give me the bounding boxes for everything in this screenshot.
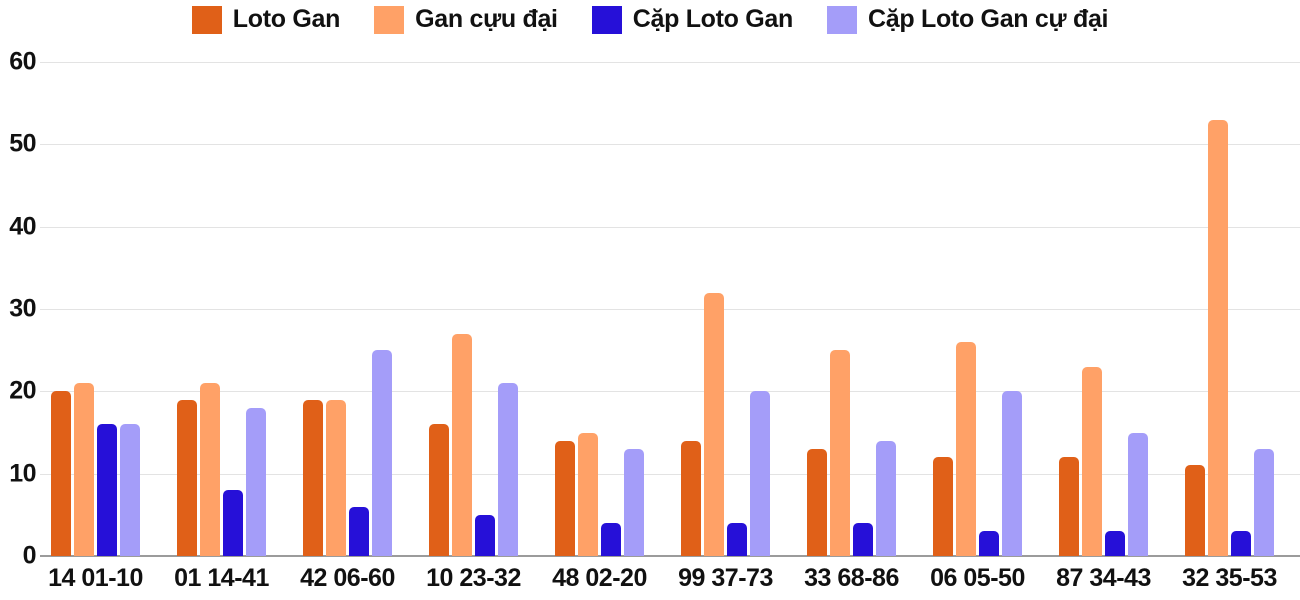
bar-loto-gan	[303, 399, 323, 556]
bar-loto-gan	[555, 440, 575, 556]
bar-cặp-loto-gan	[979, 531, 999, 556]
bar-cặp-loto-gan	[1231, 531, 1251, 556]
legend-item-2[interactable]: Gan cựu đại	[374, 5, 558, 34]
bar-cặp-loto-gan-cự-đại	[372, 350, 392, 556]
legend-item-1[interactable]: Loto Gan	[191, 5, 341, 34]
x-axis-category-label: 32 35-53	[1182, 564, 1277, 592]
gridline-60	[40, 62, 1300, 63]
y-axis-tick-label: 0	[22, 541, 37, 570]
legend-label: Cặp Loto Gan cự đại	[868, 5, 1109, 33]
bar-cặp-loto-gan-cự-đại	[246, 407, 266, 556]
bar-cặp-loto-gan	[349, 506, 369, 556]
bar-loto-gan	[1185, 465, 1205, 556]
legend-item-4[interactable]: Cặp Loto Gan cự đại	[827, 5, 1109, 34]
bar-cặp-loto-gan-cự-đại	[1002, 391, 1022, 556]
legend-label: Cặp Loto Gan	[632, 5, 794, 33]
bar-cặp-loto-gan-cự-đại	[1128, 432, 1148, 556]
bar-loto-gan	[177, 399, 197, 556]
y-axis-tick-label: 60	[9, 47, 36, 76]
bar-cặp-loto-gan	[601, 523, 621, 556]
legend-swatch-icon	[827, 5, 857, 34]
y-axis-tick-label: 50	[9, 129, 36, 158]
bar-cặp-loto-gan-cự-đại	[750, 391, 770, 556]
bar-cặp-loto-gan-cự-đại	[876, 440, 896, 556]
bar-loto-gan	[807, 448, 827, 556]
bar-gan-cựu-đại	[578, 432, 598, 556]
bar-cặp-loto-gan-cự-đại	[1254, 448, 1274, 556]
bar-loto-gan	[681, 440, 701, 556]
y-axis-tick-label: 40	[9, 212, 36, 241]
bar-gan-cựu-đại	[1082, 366, 1102, 556]
legend-item-3[interactable]: Cặp Loto Gan	[591, 5, 794, 34]
bar-gan-cựu-đại	[452, 333, 472, 556]
bar-cặp-loto-gan	[1105, 531, 1125, 556]
bar-cặp-loto-gan-cự-đại	[498, 383, 518, 556]
x-axis-category-label: 33 68-86	[804, 564, 899, 592]
x-axis-category-label: 06 05-50	[930, 564, 1025, 592]
y-axis-tick-label: 30	[9, 294, 36, 323]
bar-loto-gan	[51, 391, 71, 556]
bar-cặp-loto-gan	[475, 514, 495, 556]
bar-loto-gan	[429, 424, 449, 556]
x-axis-category-label: 14 01-10	[48, 564, 143, 592]
y-axis-tick-label: 10	[9, 459, 36, 488]
bar-loto-gan	[933, 457, 953, 556]
bar-cặp-loto-gan	[97, 424, 117, 556]
y-axis-tick-label: 20	[9, 376, 36, 405]
bar-gan-cựu-đại	[200, 383, 220, 556]
x-axis-category-label: 87 34-43	[1056, 564, 1151, 592]
gridline-40	[40, 226, 1300, 228]
legend-swatch-icon	[374, 5, 405, 34]
bar-cặp-loto-gan	[853, 523, 873, 556]
x-axis-category-label: 99 37-73	[678, 564, 773, 592]
gridline-50	[40, 144, 1300, 146]
x-axis-category-label: 48 02-20	[552, 564, 647, 592]
x-axis-category-label: 01 14-41	[174, 564, 269, 592]
bar-cặp-loto-gan	[223, 490, 243, 556]
bar-gan-cựu-đại	[1208, 119, 1228, 556]
bar-cặp-loto-gan-cự-đại	[120, 424, 140, 556]
gridline-10	[40, 473, 1300, 475]
bar-gan-cựu-đại	[326, 399, 346, 556]
bar-gan-cựu-đại	[956, 341, 976, 556]
gridline-30	[40, 309, 1300, 310]
bar-loto-gan	[1059, 457, 1079, 556]
gridline-20	[40, 391, 1300, 393]
bar-gan-cựu-đại	[704, 292, 724, 556]
x-axis-category-label: 10 23-32	[426, 564, 521, 592]
bar-cặp-loto-gan-cự-đại	[624, 448, 644, 556]
legend-label: Gan cựu đại	[415, 5, 558, 33]
bar-cặp-loto-gan	[727, 523, 747, 556]
legend-swatch-icon	[591, 5, 622, 34]
bar-gan-cựu-đại	[830, 350, 850, 556]
x-axis-line	[40, 555, 1300, 557]
chart-legend: Loto Gan Gan cựu đại Cặp Loto Gan Cặp Loto …	[0, 5, 1300, 34]
x-axis-category-label: 42 06-60	[300, 564, 395, 592]
legend-swatch-icon	[191, 5, 222, 34]
legend-label: Loto Gan	[232, 5, 341, 33]
bar-gan-cựu-đại	[74, 383, 94, 556]
